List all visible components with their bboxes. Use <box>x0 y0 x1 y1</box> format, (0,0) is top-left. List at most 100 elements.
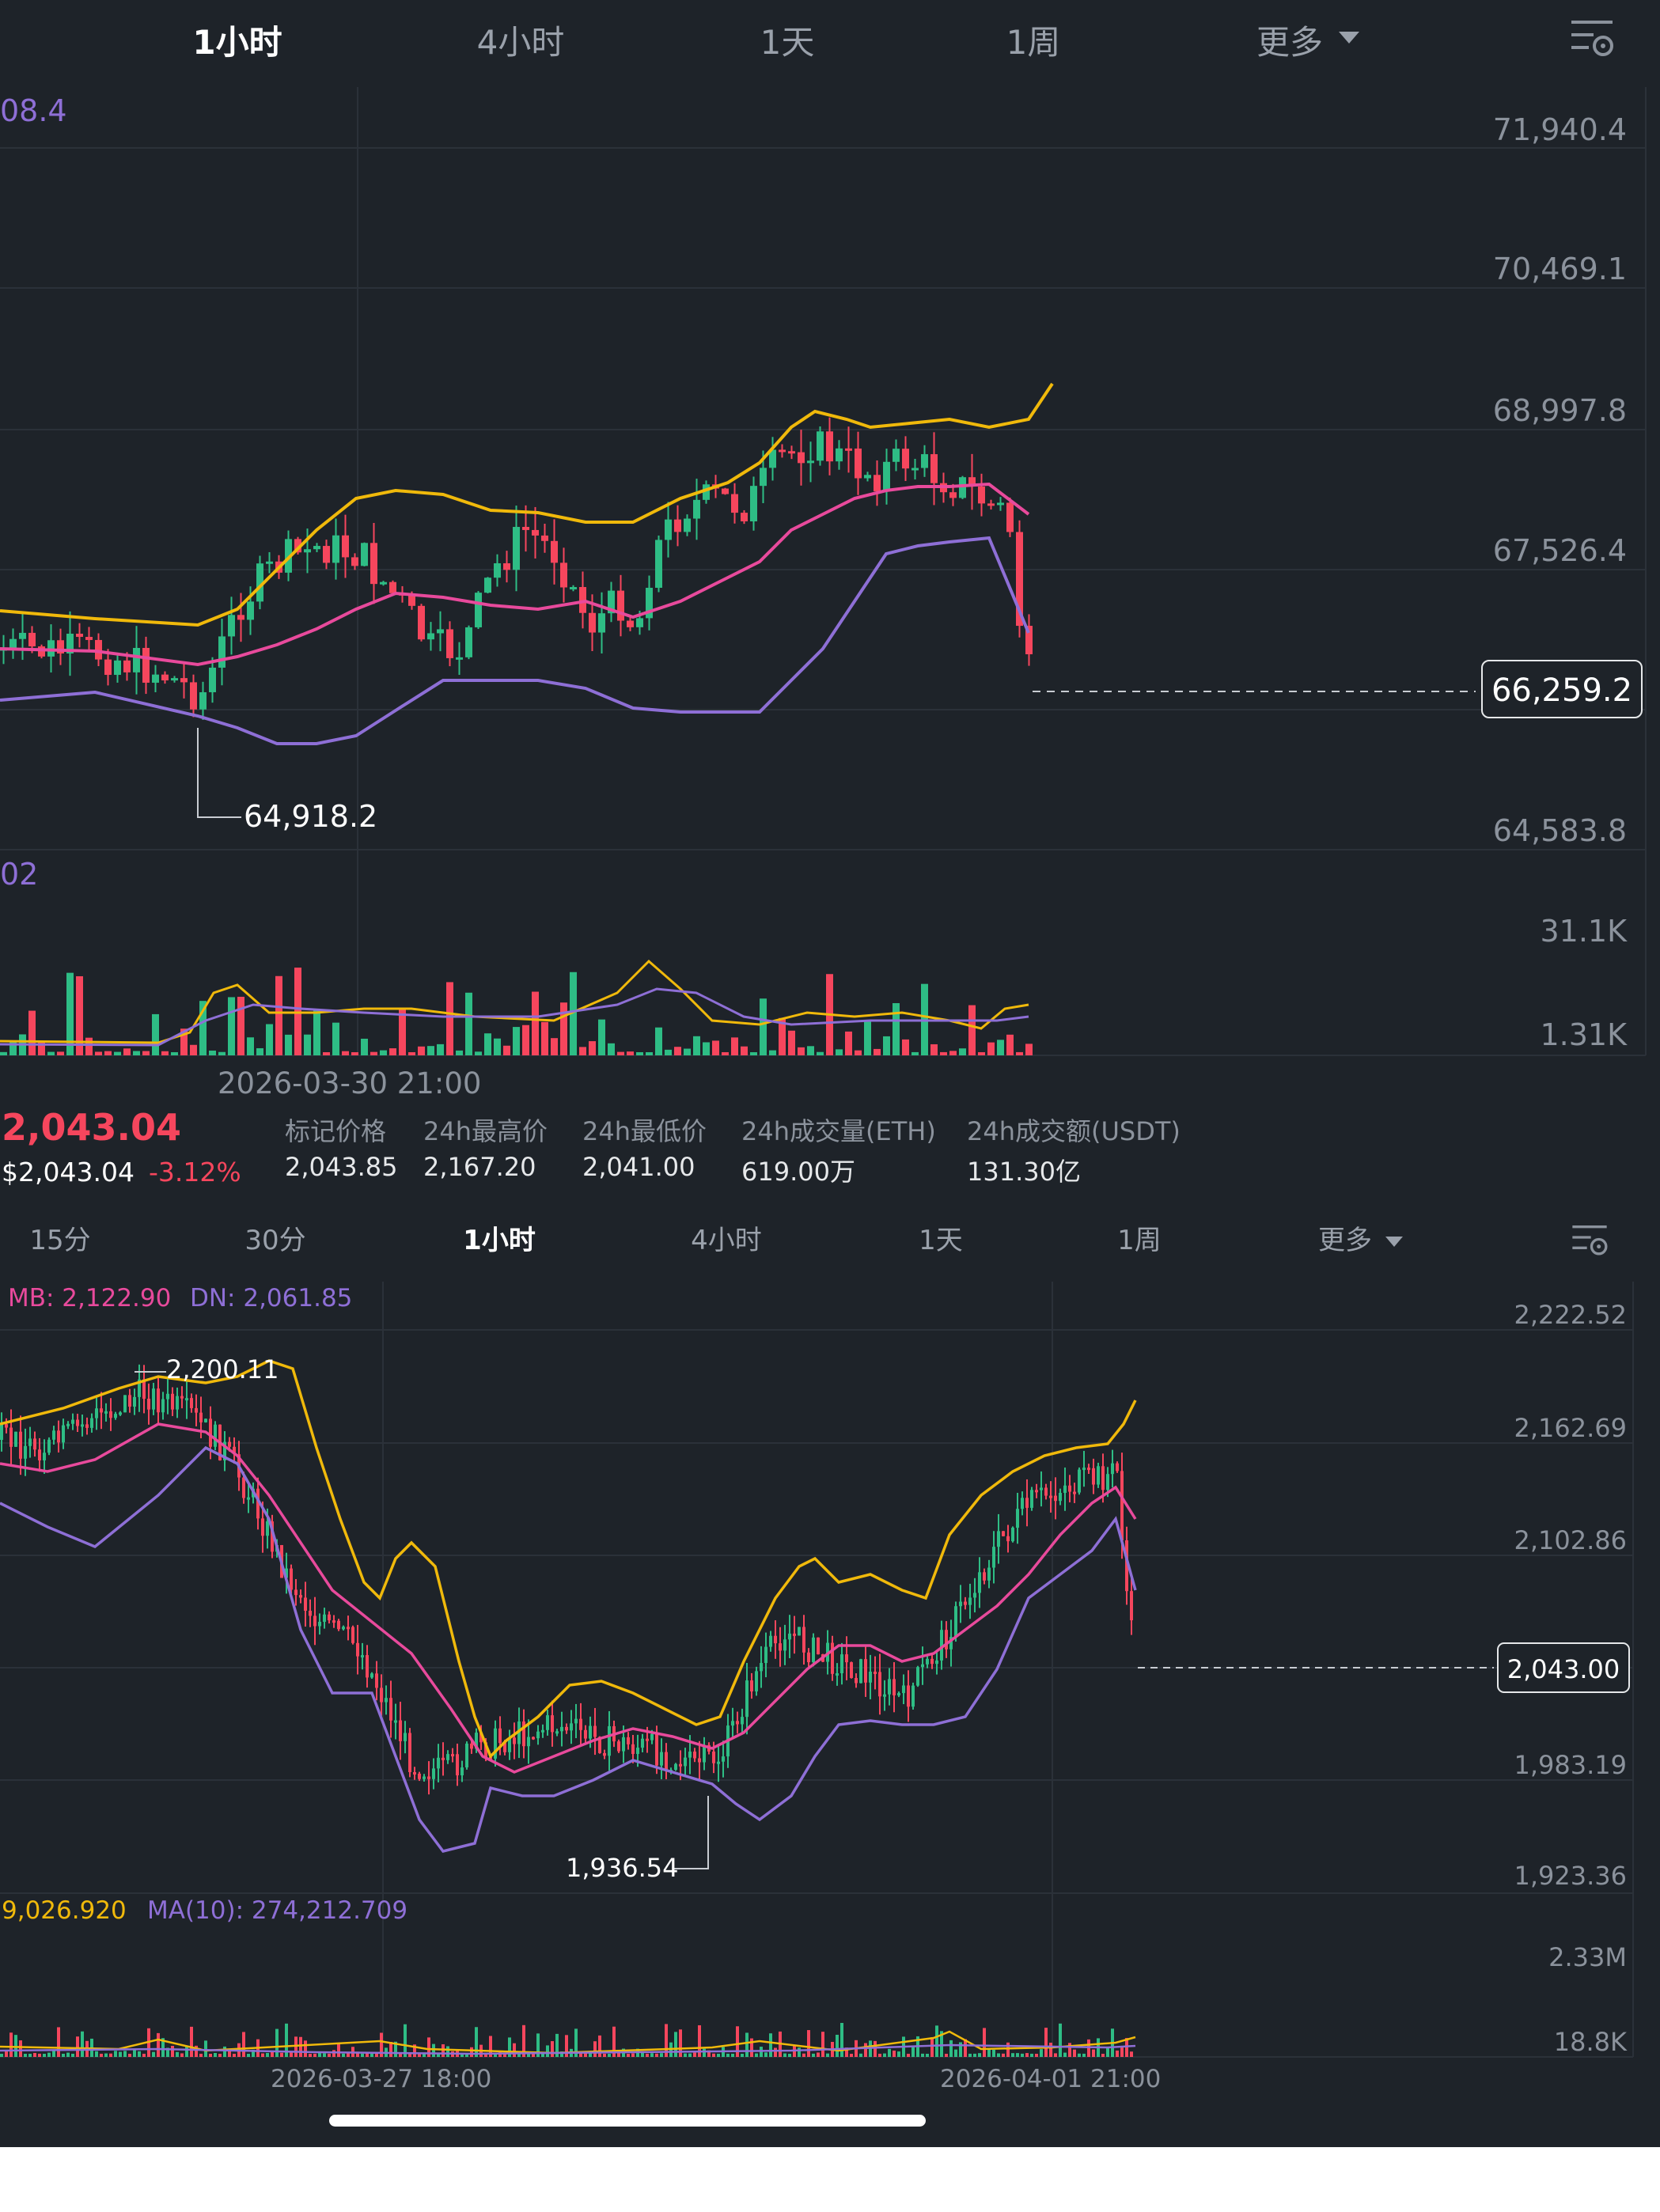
candle <box>893 1662 896 1713</box>
tab-4h-bottom[interactable]: 4小时 <box>691 1225 762 1256</box>
candle <box>693 479 700 540</box>
volume-bar <box>332 1022 339 1055</box>
boll-lower-line <box>0 536 1030 745</box>
candle <box>375 1661 378 1701</box>
candle <box>304 1581 307 1627</box>
volume-bar <box>812 2053 815 2057</box>
volume-bar <box>123 2051 127 2057</box>
volume-bar <box>968 1005 976 1055</box>
candle <box>423 1774 426 1782</box>
volume-bar <box>817 1051 824 1055</box>
volume-bar <box>1125 2038 1128 2057</box>
candle <box>570 585 577 592</box>
volume-bar <box>66 2052 70 2057</box>
volume-bar <box>1063 2052 1067 2057</box>
candle <box>978 1557 981 1608</box>
volume-bar <box>930 2037 934 2057</box>
candle <box>123 1395 127 1413</box>
volume-bar <box>532 991 539 1055</box>
volume-bar <box>460 2052 464 2057</box>
candle <box>1097 1462 1100 1488</box>
volume-bar <box>1030 2053 1033 2057</box>
candle <box>33 1431 36 1457</box>
volume-bar <box>204 2040 207 2057</box>
volume-bar <box>347 2052 350 2057</box>
candle <box>119 1411 122 1416</box>
tab-1d-top[interactable]: 1天 <box>760 23 815 62</box>
volume-bar <box>313 2053 316 2057</box>
candle <box>608 1710 611 1771</box>
volume-bar <box>646 1051 653 1055</box>
candle <box>1063 1467 1067 1511</box>
volume-bar <box>119 2051 122 2057</box>
volume-bar <box>109 2053 112 2057</box>
volume-bar <box>874 2040 877 2057</box>
volume-bar <box>218 1051 226 1055</box>
volume-bar <box>579 1047 586 1055</box>
volume-bar <box>28 2053 32 2057</box>
bottom-date-label: 2026-04-01 21:00 <box>940 2065 1162 2093</box>
candle <box>214 1421 217 1451</box>
tab-1w-bottom[interactable]: 1周 <box>1117 1225 1162 1256</box>
bottom-grid-lines <box>0 1282 1634 2058</box>
volume-bar <box>973 2053 976 2057</box>
volume-bar <box>328 2053 331 2057</box>
volume-bar <box>408 1052 415 1055</box>
stat-value: 131.30亿 <box>967 1157 1081 1187</box>
candle <box>76 623 83 648</box>
volume-bar <box>342 1051 349 1055</box>
tab-4h-top[interactable]: 4小时 <box>476 23 565 62</box>
volume-bar <box>1059 2023 1062 2057</box>
tab-more-top[interactable]: 更多 <box>1256 23 1324 62</box>
tab-1d-bottom[interactable]: 1天 <box>919 1225 963 1256</box>
volume-bar <box>261 2053 264 2057</box>
candle <box>603 1749 606 1759</box>
candle <box>142 1365 146 1414</box>
app-screen: 1小时 4小时 1天 1周 更多 <box>0 0 1660 2147</box>
candle <box>380 1674 383 1716</box>
candle <box>351 1625 354 1645</box>
candle <box>256 1477 260 1530</box>
candle <box>332 518 339 580</box>
volume-bar <box>987 2048 991 2057</box>
tab-1w-top[interactable]: 1周 <box>1006 23 1061 62</box>
volume-bar <box>290 2052 293 2057</box>
candle <box>1016 520 1023 638</box>
tab-1h-top[interactable]: 1小时 <box>192 23 282 62</box>
candle <box>798 1627 801 1636</box>
candle <box>546 1709 549 1736</box>
bottom-price-chart[interactable] <box>0 1266 1660 2096</box>
boll-mb-label: MB: 2,122.90 <box>8 1284 172 1312</box>
top-price-chart[interactable] <box>0 0 1660 1108</box>
volume-bar <box>874 1048 881 1055</box>
candle <box>294 536 301 555</box>
candle <box>627 616 634 631</box>
top-axis-label: 64,583.8 <box>1492 813 1627 848</box>
tab-more-bottom[interactable]: 更多 <box>1318 1225 1372 1256</box>
tab-15m[interactable]: 15分 <box>29 1225 91 1256</box>
volume-bar <box>47 1051 55 1055</box>
candle <box>883 1680 886 1711</box>
volume-bar <box>380 2032 383 2057</box>
chart-settings-icon[interactable] <box>1570 1222 1609 1261</box>
chart-settings-icon[interactable] <box>1568 16 1616 63</box>
volume-bar <box>508 2037 511 2057</box>
caret-down-icon[interactable] <box>1385 1237 1403 1247</box>
candle <box>361 1642 364 1670</box>
candle <box>921 1646 924 1685</box>
volume-bar <box>408 2053 411 2057</box>
volume-bar <box>997 2053 1000 2057</box>
volume-bar <box>930 1044 938 1055</box>
candle <box>456 642 463 676</box>
tab-30m[interactable]: 30分 <box>244 1225 306 1256</box>
volume-bar <box>161 1051 169 1055</box>
volume-bar <box>745 2032 749 2057</box>
candle <box>584 1725 587 1744</box>
tab-1h-bottom[interactable]: 1小时 <box>463 1225 536 1256</box>
caret-down-icon[interactable] <box>1339 32 1359 44</box>
candle <box>133 626 140 695</box>
bottom-candlesticks <box>0 1364 1133 1795</box>
last-price: 2,043.04 <box>2 1106 181 1149</box>
volume-bar <box>603 2053 606 2057</box>
candle <box>313 543 320 552</box>
